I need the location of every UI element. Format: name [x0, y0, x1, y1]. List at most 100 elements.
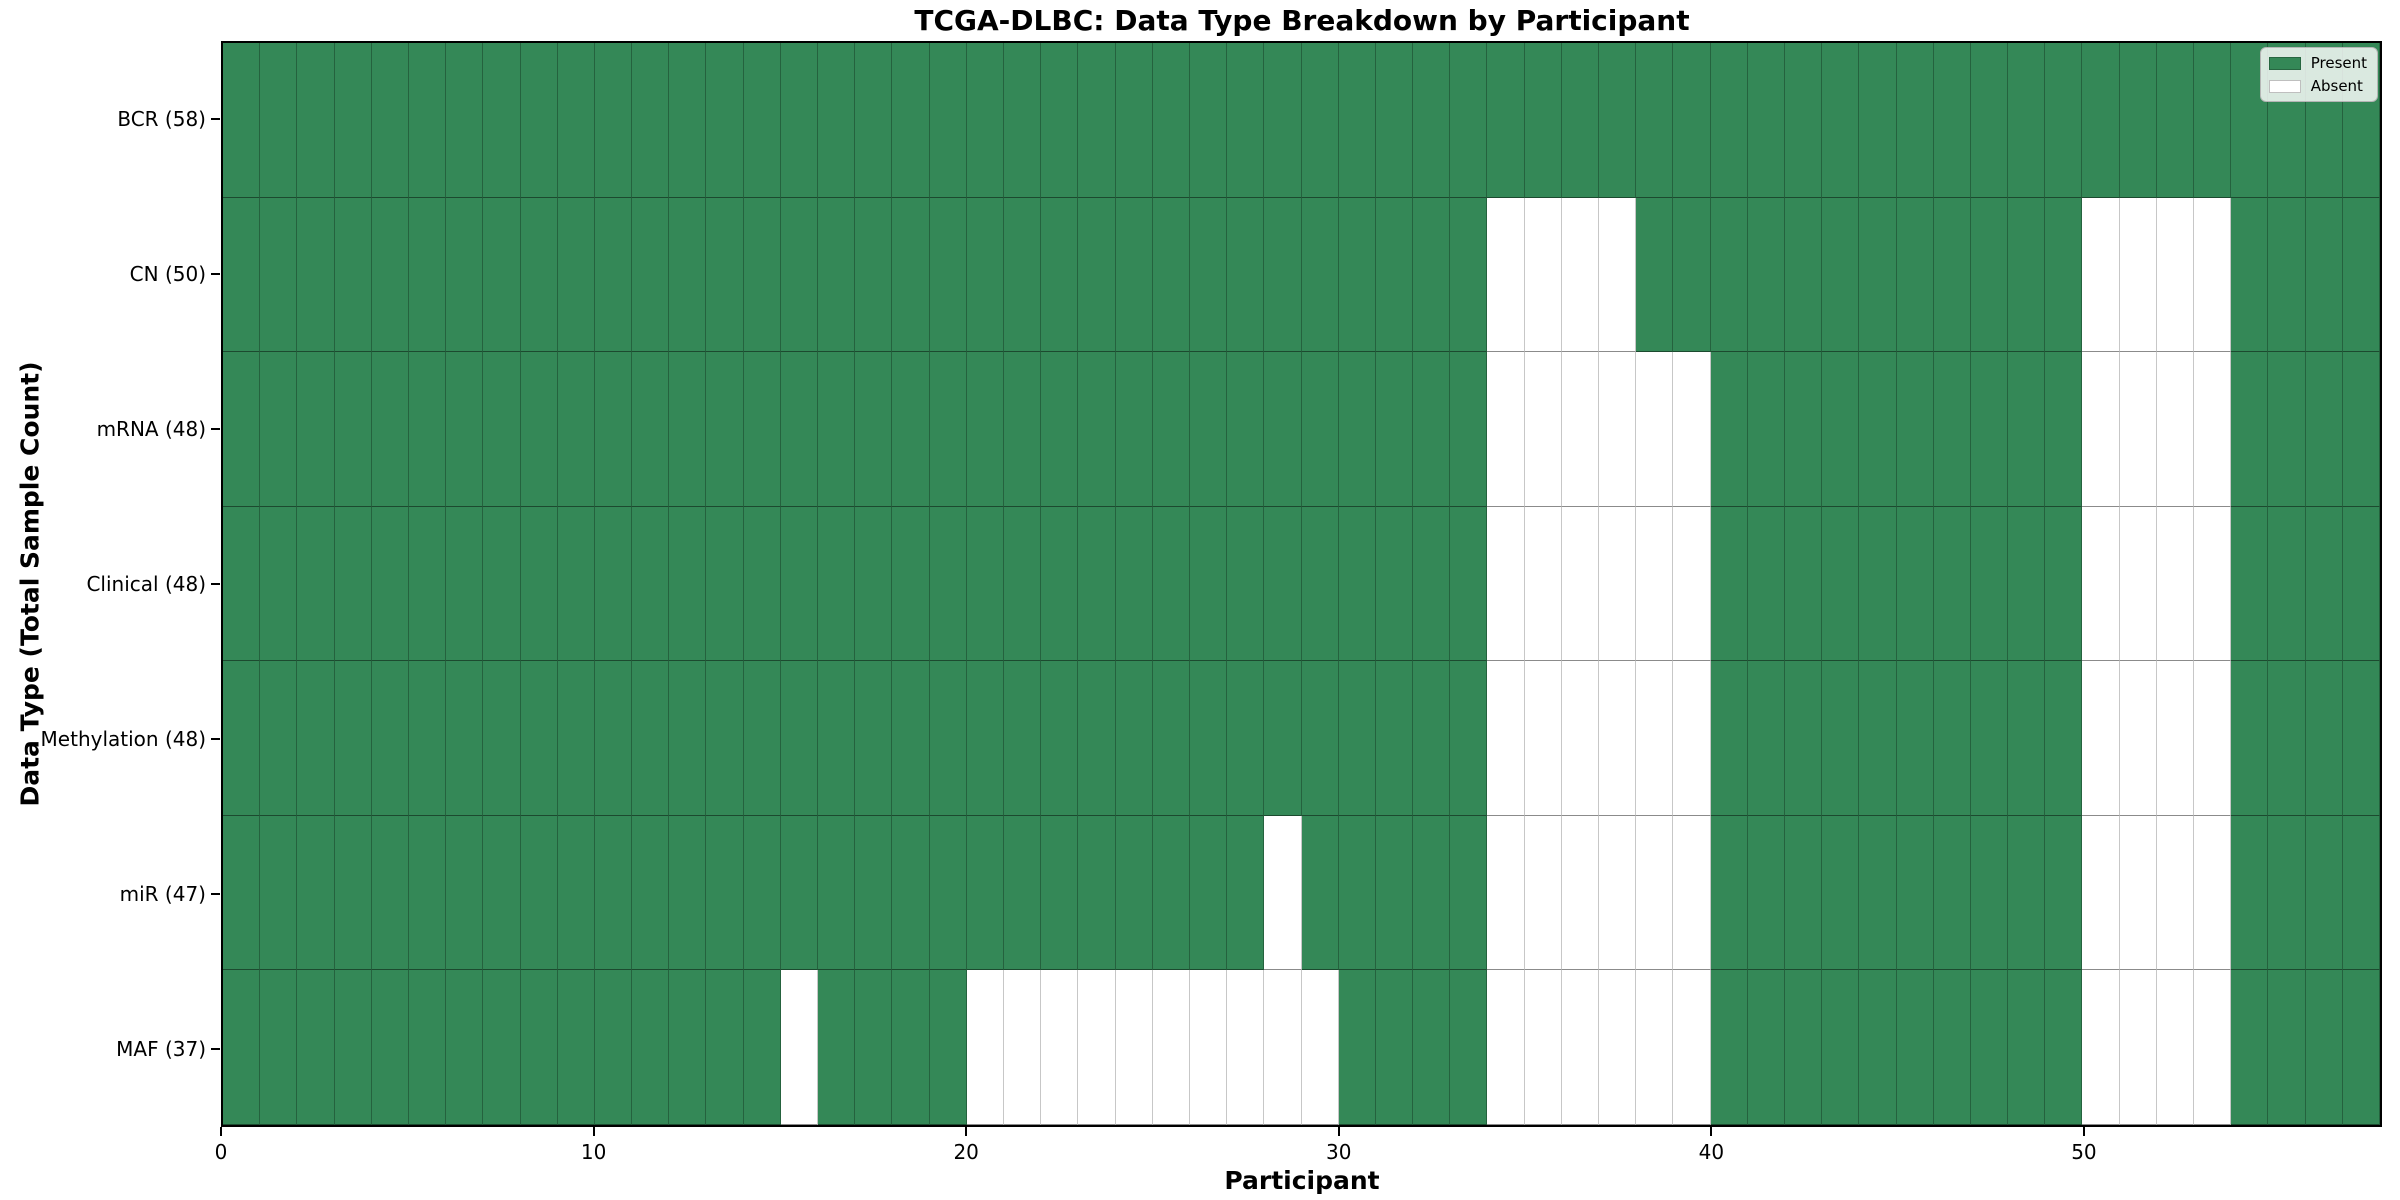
legend-item-absent: Absent	[2268, 77, 2367, 95]
cell-CN-p54	[2231, 197, 2269, 353]
cell-MAF-p50	[2082, 970, 2120, 1125]
cell-BCR-p20	[966, 43, 1004, 198]
cell-MAF-p32	[1413, 970, 1451, 1125]
cell-Methylation-p33	[1450, 661, 1488, 816]
cell-Methylation-p24	[1115, 661, 1153, 816]
cell-MAF-p24	[1115, 970, 1153, 1125]
cell-miR-p21	[1003, 815, 1042, 971]
cell-BCR-p37	[1599, 43, 1637, 198]
cell-MAF-p48	[2008, 970, 2046, 1125]
cell-mRNA-p46	[1933, 352, 1971, 507]
cell-MAF-p15	[780, 970, 819, 1125]
cell-mRNA-p2	[297, 352, 335, 507]
cell-MAF-p10	[594, 970, 633, 1125]
cell-Clinical-p40	[1710, 506, 1748, 662]
cell-Methylation-p42	[1784, 661, 1823, 816]
cell-mRNA-p6	[446, 352, 484, 507]
cell-CN-p4	[371, 197, 409, 353]
cell-CN-p15	[780, 197, 819, 353]
cell-BCR-p9	[557, 43, 595, 198]
cell-MAF-p45	[1896, 970, 1934, 1125]
cell-CN-p42	[1784, 197, 1823, 353]
cell-Clinical-p48	[2008, 506, 2046, 662]
cell-CN-p7	[483, 197, 521, 353]
cell-Methylation-p23	[1078, 661, 1116, 816]
cell-Clinical-p12	[669, 506, 707, 662]
cell-miR-p40	[1710, 815, 1748, 971]
cell-MAF-p30	[1338, 970, 1376, 1125]
cell-CN-p14	[743, 197, 781, 353]
cell-miR-p4	[371, 815, 409, 971]
cell-MAF-p55	[2268, 970, 2306, 1125]
cell-BCR-p32	[1413, 43, 1451, 198]
cell-Methylation-p4	[371, 661, 409, 816]
cell-Clinical-p55	[2268, 506, 2306, 662]
cell-Methylation-p34	[1487, 661, 1525, 816]
x-axis-label: Participant	[1224, 1166, 1380, 1195]
cell-Methylation-p3	[334, 661, 372, 816]
cell-mRNA-p34	[1487, 352, 1525, 507]
cell-MAF-p57	[2342, 970, 2380, 1125]
cell-miR-p8	[520, 815, 558, 971]
cell-mRNA-p23	[1078, 352, 1116, 507]
cell-Clinical-p38	[1636, 506, 1674, 662]
cell-MAF-p53	[2194, 970, 2232, 1125]
cell-CN-p45	[1896, 197, 1934, 353]
cell-miR-p43	[1822, 815, 1860, 971]
cell-mRNA-p57	[2342, 352, 2380, 507]
cell-Clinical-p44	[1859, 506, 1897, 662]
cell-Methylation-p44	[1859, 661, 1897, 816]
cell-CN-p19	[929, 197, 967, 353]
cell-BCR-p8	[520, 43, 558, 198]
cell-MAF-p13	[706, 970, 744, 1125]
cell-miR-p24	[1115, 815, 1153, 971]
cell-Clinical-p15	[780, 506, 819, 662]
cell-CN-p8	[520, 197, 558, 353]
cell-CN-p21	[1003, 197, 1042, 353]
cell-Methylation-p37	[1599, 661, 1637, 816]
cell-BCR-p25	[1152, 43, 1190, 198]
cell-Clinical-p43	[1822, 506, 1860, 662]
cell-mRNA-p5	[408, 352, 447, 507]
cell-MAF-p51	[2119, 970, 2157, 1125]
cell-Methylation-p20	[966, 661, 1004, 816]
cell-BCR-p53	[2194, 43, 2232, 198]
cell-mRNA-p9	[557, 352, 595, 507]
cell-Methylation-p0	[223, 661, 261, 816]
cell-MAF-p31	[1375, 970, 1414, 1125]
cell-mRNA-p42	[1784, 352, 1823, 507]
cell-MAF-p33	[1450, 970, 1488, 1125]
cell-Methylation-p41	[1747, 661, 1785, 816]
cell-miR-p57	[2342, 815, 2380, 971]
cell-mRNA-p44	[1859, 352, 1897, 507]
cell-BCR-p12	[669, 43, 707, 198]
cell-Clinical-p19	[929, 506, 967, 662]
y-axis-label: Data Type (Total Sample Count)	[15, 361, 45, 807]
cell-miR-p11	[632, 815, 670, 971]
cell-mRNA-p53	[2194, 352, 2232, 507]
cell-Clinical-p29	[1301, 506, 1339, 662]
cell-CN-p48	[2008, 197, 2046, 353]
cell-MAF-p1	[260, 970, 298, 1125]
cell-miR-p19	[929, 815, 967, 971]
x-tick-label-20: 20	[953, 1140, 979, 1164]
x-tick-label-50: 50	[2071, 1140, 2097, 1164]
cell-Methylation-p46	[1933, 661, 1971, 816]
cell-Clinical-p30	[1338, 506, 1376, 662]
cell-mRNA-p45	[1896, 352, 1934, 507]
cell-mRNA-p25	[1152, 352, 1190, 507]
cell-miR-p2	[297, 815, 335, 971]
cell-CN-p6	[446, 197, 484, 353]
cell-Methylation-p8	[520, 661, 558, 816]
cell-Clinical-p10	[594, 506, 633, 662]
cell-BCR-p41	[1747, 43, 1785, 198]
cell-BCR-p3	[334, 43, 372, 198]
cell-miR-p1	[260, 815, 298, 971]
cell-CN-p1	[260, 197, 298, 353]
cell-Methylation-p15	[780, 661, 819, 816]
cell-MAF-p11	[632, 970, 670, 1125]
plot-area	[221, 41, 2382, 1127]
cell-miR-p3	[334, 815, 372, 971]
cell-miR-p50	[2082, 815, 2120, 971]
cell-Methylation-p40	[1710, 661, 1748, 816]
